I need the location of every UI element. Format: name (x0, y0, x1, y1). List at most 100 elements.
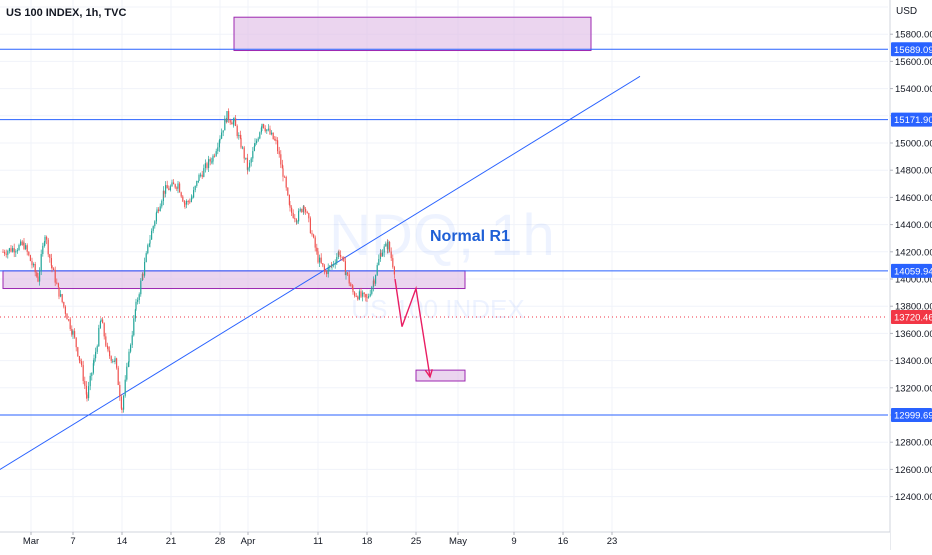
candle-body (252, 151, 254, 159)
candle-body (327, 267, 329, 275)
candle-body (15, 251, 17, 253)
candle-body (107, 347, 109, 351)
candle-body (2, 251, 4, 253)
candle-body (383, 246, 385, 253)
candle-body (392, 258, 394, 268)
candle-body (204, 163, 206, 169)
candle-body (140, 280, 142, 295)
candle-body (250, 158, 252, 163)
candle-body (74, 331, 76, 338)
candle-body (358, 291, 360, 300)
candle-body (240, 138, 242, 148)
candle-body (277, 140, 279, 152)
candle-body (12, 248, 14, 252)
candle-body (338, 251, 340, 255)
candle-body (121, 408, 123, 410)
time-tick-label: 23 (607, 536, 618, 547)
candle-body (351, 286, 353, 289)
candle-body (246, 157, 248, 170)
candle-body (389, 241, 391, 252)
candle-body (82, 365, 84, 382)
candle-body (263, 124, 265, 129)
candle-body (105, 336, 107, 346)
currency-label: USD (896, 6, 918, 17)
price-tick-label: 14000.00 (895, 275, 932, 286)
candle-body (226, 111, 228, 123)
candle-body (191, 197, 193, 199)
price-tick-label: 14400.00 (895, 220, 932, 231)
candle-body (66, 313, 68, 320)
candle-body (124, 379, 126, 396)
candle-body (117, 367, 119, 385)
candle-body (127, 362, 129, 367)
projection-arrowhead (424, 369, 433, 379)
candle-body (43, 242, 45, 246)
candle-body (34, 263, 36, 273)
watermark-symbol: NDQ, 1h (329, 203, 555, 268)
candle-body (60, 294, 62, 297)
time-tick-label: 11 (313, 536, 323, 547)
candle-body (147, 245, 149, 254)
candle-body (360, 291, 362, 297)
candle-body (299, 209, 301, 211)
candle-body (323, 265, 325, 271)
candle-body (39, 270, 41, 282)
current-price-label: 13720.46 (894, 313, 932, 324)
price-tick-label: 15800.00 (895, 30, 932, 41)
candle-body (264, 128, 266, 132)
candle-body (363, 292, 365, 295)
candle-body (305, 208, 307, 212)
candle-body (10, 248, 12, 252)
candle-body (197, 180, 199, 182)
candle-body (254, 142, 256, 147)
candle-body (42, 245, 44, 255)
candle-body (302, 206, 304, 213)
candle-body (362, 292, 364, 297)
level-price-label: 14059.94 (894, 266, 932, 277)
candle-body (278, 151, 280, 155)
candle-body (214, 155, 216, 157)
candle-body (219, 138, 221, 141)
price-tick-label: 13600.00 (895, 329, 932, 340)
candle-body (267, 128, 269, 130)
candle-body (369, 293, 371, 297)
candle-body (126, 366, 128, 380)
candle-body (68, 319, 70, 321)
candle-body (36, 272, 38, 277)
candle-body (7, 251, 9, 255)
candle-body (123, 395, 125, 410)
candle-body (247, 167, 249, 170)
candle-body (239, 135, 241, 139)
price-tick-label: 13400.00 (895, 356, 932, 367)
candle-body (348, 274, 350, 284)
candle-body (4, 251, 6, 254)
watermark-name: US 100 INDEX (351, 294, 524, 324)
candle-body (77, 347, 79, 357)
candle-body (99, 321, 101, 328)
level-price-label: 12999.69 (894, 411, 932, 422)
candle-body (355, 295, 357, 297)
time-tick-label: 21 (166, 536, 177, 547)
candle-body (324, 270, 326, 272)
candle-body (378, 258, 380, 266)
candle-body (46, 236, 48, 240)
candle-body (49, 254, 51, 258)
price-tick-label: 15400.00 (895, 84, 932, 95)
candle-body (308, 213, 310, 219)
candle-body (161, 200, 163, 207)
candle-body (329, 265, 331, 268)
candle-body (154, 221, 156, 227)
candle-body (72, 331, 74, 335)
candle-body (206, 163, 208, 168)
candle-body (131, 335, 133, 346)
candle-body (134, 309, 136, 319)
time-tick-label: May (449, 536, 467, 547)
candle-body (53, 268, 55, 270)
price-tick-label: 15000.00 (895, 139, 932, 150)
candle-body (102, 319, 104, 324)
candle-body (169, 186, 171, 191)
candle-body (13, 248, 15, 253)
candle-body (145, 253, 147, 263)
candle-body (387, 241, 389, 250)
time-tick-label: 7 (70, 536, 75, 547)
